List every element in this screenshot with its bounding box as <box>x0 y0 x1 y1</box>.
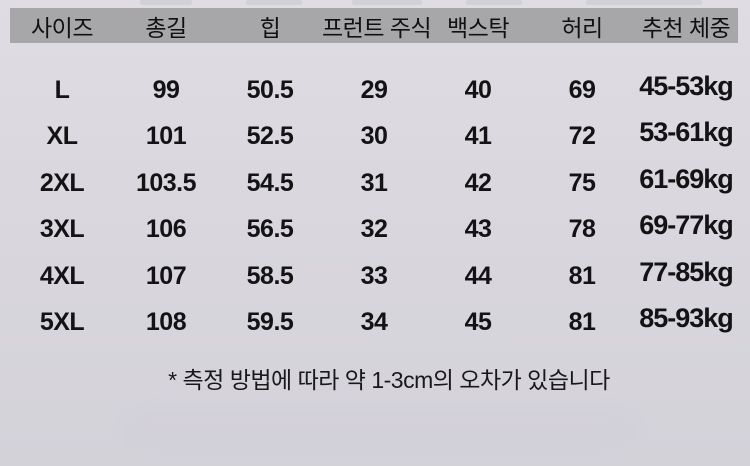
header-hip: 힙 <box>259 14 281 41</box>
cell-back-rise: 41 <box>464 122 492 151</box>
cell-front-rise: 32 <box>360 215 388 244</box>
cell-total-length: 99 <box>152 75 180 104</box>
cell-size: 3XL <box>39 215 85 244</box>
cell-recommended-weight: 53-61kg <box>639 117 734 148</box>
cell-waist: 69 <box>568 75 596 104</box>
cell-total-length: 106 <box>145 215 187 244</box>
top-crop-artifact <box>466 0 522 5</box>
cell-back-rise: 40 <box>464 75 492 104</box>
cell-total-length: 101 <box>145 122 187 151</box>
header-back-rise: 백스탁 <box>447 14 509 41</box>
top-crop-artifact <box>246 0 302 5</box>
cell-recommended-weight: 45-53kg <box>639 70 734 101</box>
cell-hip: 59.5 <box>246 308 294 337</box>
cell-waist: 72 <box>568 122 596 151</box>
cell-recommended-weight: 69-77kg <box>639 210 734 241</box>
cell-waist: 75 <box>568 168 596 197</box>
cell-waist: 78 <box>568 215 596 244</box>
header-front-rise: 프런트 주식 <box>322 14 432 41</box>
top-crop-artifact <box>352 0 422 5</box>
cell-front-rise: 30 <box>360 122 388 151</box>
cell-front-rise: 29 <box>360 75 388 104</box>
cell-hip: 52.5 <box>246 122 294 151</box>
cell-hip: 50.5 <box>246 75 294 104</box>
cell-back-rise: 45 <box>464 308 492 337</box>
cell-back-rise: 44 <box>464 261 492 290</box>
cell-size: XL <box>46 122 78 151</box>
cell-recommended-weight: 77-85kg <box>639 256 734 287</box>
table-header-row: 사이즈 총길 힙 프런트 주식 백스탁 허리 추천 체중 <box>10 8 738 43</box>
cell-back-rise: 43 <box>464 215 492 244</box>
cell-waist: 81 <box>568 308 596 337</box>
cell-recommended-weight: 61-69kg <box>639 163 734 194</box>
cell-size: 4XL <box>39 261 85 290</box>
table-body: L 99 50.5 29 40 69 45-53kg XL 101 52.5 3… <box>10 67 738 346</box>
cell-hip: 58.5 <box>246 261 294 290</box>
header-recommended-weight: 추천 체중 <box>641 14 731 41</box>
cell-waist: 81 <box>568 261 596 290</box>
cell-front-rise: 33 <box>360 261 388 290</box>
header-total-length: 총길 <box>145 14 187 41</box>
cell-hip: 54.5 <box>246 168 294 197</box>
cell-size: L <box>54 75 70 104</box>
header-waist: 허리 <box>561 14 603 41</box>
cell-size: 5XL <box>39 308 85 337</box>
header-size: 사이즈 <box>31 14 93 41</box>
cell-back-rise: 42 <box>464 168 492 197</box>
footnote: * 측정 방법에 따라 약 1-3cm의 오차가 있습니다 <box>168 367 610 393</box>
cell-total-length: 103.5 <box>135 168 197 197</box>
cell-hip: 56.5 <box>246 215 294 244</box>
cell-front-rise: 34 <box>360 308 388 337</box>
cell-recommended-weight: 85-93kg <box>639 303 734 334</box>
top-crop-artifact <box>140 0 192 5</box>
cell-total-length: 107 <box>145 261 187 290</box>
watermark <box>120 408 640 452</box>
cell-size: 2XL <box>39 168 85 197</box>
cell-front-rise: 31 <box>360 168 388 197</box>
top-crop-artifact <box>586 0 702 5</box>
cell-total-length: 108 <box>145 308 187 337</box>
